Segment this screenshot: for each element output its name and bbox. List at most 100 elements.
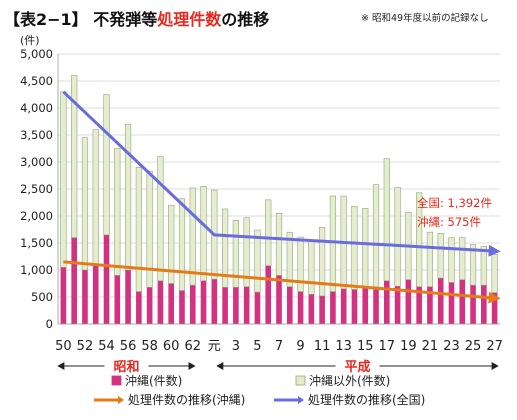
- y-tick-label: 500: [31, 290, 53, 304]
- x-tick-label: 3: [232, 339, 240, 354]
- title-suffix: の推移: [221, 10, 270, 29]
- bar-other: [243, 217, 250, 288]
- x-tick-label: 56: [120, 339, 137, 354]
- y-axis-label: (件): [20, 34, 40, 47]
- bar-okinawa: [491, 292, 498, 324]
- x-tick-label: 元: [208, 339, 221, 354]
- title-prefix: 【表2−1】 不発弾等: [4, 10, 158, 29]
- bar-other: [124, 123, 132, 271]
- y-tick-label: 5,000: [20, 47, 53, 61]
- bar-okinawa: [222, 287, 228, 324]
- bar-okinawa: [114, 275, 121, 324]
- annotation-text: 全国: 1,392件: [417, 196, 492, 210]
- bar-okinawa: [146, 287, 153, 324]
- bar-other: [168, 204, 175, 284]
- legend-arrowhead: [298, 396, 304, 404]
- bar-other: [362, 208, 369, 288]
- bar-other: [103, 94, 110, 236]
- bar-okinawa: [103, 234, 110, 324]
- bar-other: [232, 220, 239, 288]
- bar-other: [459, 237, 466, 281]
- x-tick-label: 25: [465, 339, 482, 354]
- bar-okinawa: [297, 291, 304, 324]
- bar-okinawa: [319, 295, 325, 324]
- bar-okinawa: [351, 289, 358, 324]
- y-tick-label: 1,500: [20, 236, 53, 250]
- x-tick-label: 27: [486, 339, 503, 354]
- bar-other: [416, 192, 423, 288]
- bars: [60, 75, 498, 324]
- era-arrow-head: [188, 362, 196, 370]
- bar-other: [319, 227, 326, 297]
- trend-line-national: [62, 90, 501, 257]
- bar-okinawa: [125, 270, 131, 324]
- bar-okinawa: [92, 264, 99, 324]
- legend-arrowhead: [118, 396, 124, 404]
- x-tick-label: 50: [55, 339, 72, 354]
- x-tick-label: 60: [163, 339, 180, 354]
- bar-other: [81, 137, 89, 271]
- legend: 沖縄(件数) 沖縄以外(件数) 処理件数の推移(沖縄) 処理件数の推移(全国): [94, 373, 425, 407]
- bar-other: [157, 156, 164, 282]
- bar-okinawa: [82, 270, 88, 324]
- x-tick-label: 7: [275, 339, 283, 354]
- header: 【表2−1】 不発弾等処理件数の推移 ※ 昭和49年度以前の記録なし: [0, 0, 517, 30]
- bar-okinawa: [265, 265, 272, 324]
- bar-other: [297, 236, 304, 292]
- bar-okinawa: [481, 285, 487, 324]
- bar-okinawa: [373, 289, 379, 324]
- bar-other: [265, 199, 272, 266]
- bar-other: [286, 231, 293, 288]
- era-label: 平成: [344, 359, 370, 375]
- bar-okinawa: [330, 291, 336, 324]
- bar-other: [437, 232, 444, 279]
- bar-okinawa: [416, 286, 422, 324]
- bar-other: [92, 129, 99, 265]
- bar-okinawa: [276, 275, 282, 324]
- bar-okinawa: [243, 286, 250, 324]
- bar-other: [351, 205, 358, 290]
- bar-okinawa: [286, 286, 293, 324]
- legend-label: 処理件数の推移(沖縄): [128, 392, 245, 407]
- bar-okinawa: [394, 286, 401, 324]
- bar-other: [383, 158, 390, 282]
- bar-okinawa: [470, 285, 476, 324]
- chart-title: 【表2−1】 不発弾等処理件数の推移: [4, 6, 269, 30]
- legend-swatch: [111, 375, 122, 386]
- bar-okinawa: [437, 278, 444, 324]
- x-tick-label: 58: [141, 339, 158, 354]
- bar-other: [394, 187, 401, 287]
- y-axis: (件) 0 500 1,000 1,500 2,000 2,500 3,000 3,500 4,0…: [20, 34, 59, 331]
- bar-okinawa: [71, 237, 77, 324]
- x-tick-label: 11: [314, 339, 331, 354]
- bar-other: [329, 195, 337, 292]
- bar-okinawa: [448, 282, 455, 324]
- x-tick-label: 13: [335, 339, 352, 354]
- x-tick-label: 5: [253, 339, 261, 354]
- legend-label: 沖縄(件数): [125, 373, 182, 388]
- bar-other: [71, 75, 78, 238]
- bar-other: [178, 198, 186, 291]
- note-text: ※ 昭和49年度以前の記録なし: [361, 13, 489, 24]
- bar-okinawa: [157, 280, 164, 324]
- bar-other: [221, 208, 229, 288]
- bar-okinawa: [233, 287, 239, 324]
- bar-other: [135, 167, 142, 292]
- bar-okinawa: [168, 283, 174, 324]
- bar-okinawa: [200, 280, 207, 324]
- era-arrow-head: [57, 362, 65, 370]
- bar-okinawa: [362, 286, 369, 324]
- y-tick-label: 3,000: [20, 155, 53, 169]
- x-tick-label: 21: [422, 339, 439, 354]
- bar-okinawa: [308, 294, 315, 324]
- bar-other: [189, 187, 196, 286]
- y-tick-label: 3,500: [20, 128, 53, 142]
- title-highlight: 処理件数: [157, 10, 222, 29]
- bar-okinawa: [384, 280, 390, 324]
- x-axis: 50 52 54 56 58 60 62 元 3 5 7 9 11 13 15 17 19 21 23 25 27: [55, 323, 503, 354]
- bar-other: [60, 91, 67, 268]
- bar-other: [275, 213, 283, 276]
- x-tick-label: 15: [357, 339, 374, 354]
- era-arrow-head: [491, 362, 499, 370]
